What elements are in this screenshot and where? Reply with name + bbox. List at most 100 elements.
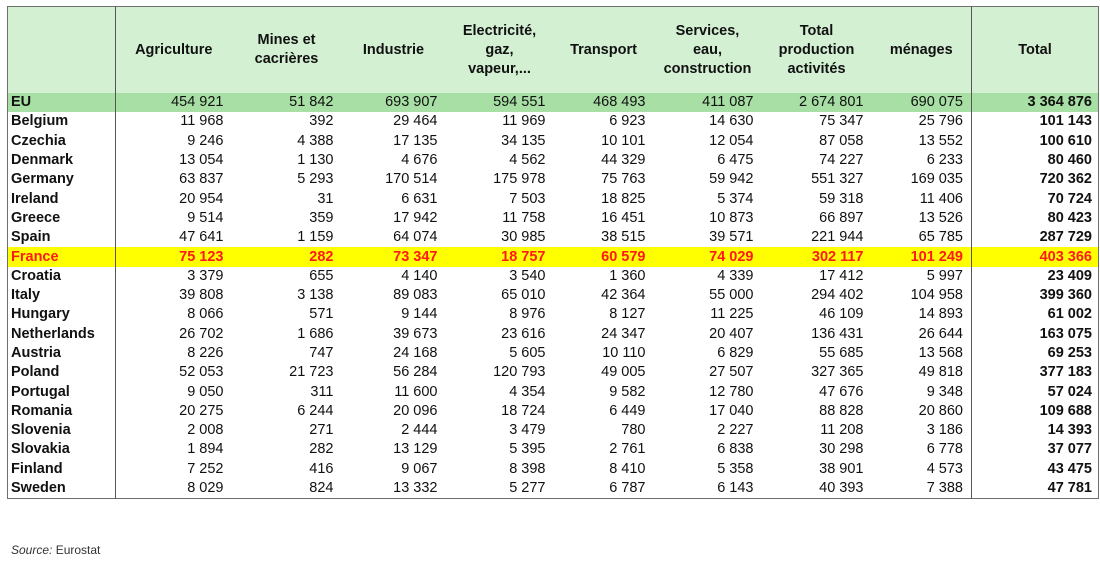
cell-value: 4 562 [509,152,546,169]
cell-value: 49 005 [601,364,646,381]
cell-value: 468 493 [553,93,654,113]
cell-value: 551 327 [811,171,864,188]
cell-value: 8 976 [509,306,546,323]
column-header-line: Mines et [257,32,316,48]
country-name: Croatia [7,266,116,286]
cell-value: 38 901 [819,460,864,477]
cell-value: 9 246 [187,132,224,149]
column-header-line: Agriculture [135,41,213,58]
cell-value: 9 144 [401,306,438,323]
table-row: France 75 123 282 73 347 18 757 60 579 74 029 3… [7,247,1099,267]
cell-value: 780 [621,422,646,439]
cell-value: 5 374 [717,190,754,207]
cell-value: 51 842 [231,93,342,113]
table-row: Portugal 9 050 311 11 600 4 354 9 582 12 780 47… [7,382,1099,402]
cell-value: 5 395 [509,441,546,458]
column-header-line: Total [799,22,834,39]
cell-value: 39 673 [393,325,438,342]
row-total: 3 364 876 [971,93,1099,113]
cell-value: 1 894 [187,441,224,458]
cell-value: 25 796 [918,113,963,130]
cell-value: 3 479 [509,422,546,439]
cell-value: 21 723 [289,364,334,381]
country-name: Romania [7,401,116,422]
cell-value: 59 942 [709,171,754,188]
source-label: Source: [11,543,53,557]
cell-value: 88 828 [819,402,864,419]
country-name: EU [7,93,116,113]
country-name: Finland [7,459,116,479]
cell-value: 13 552 [918,132,963,149]
cell-value: 17 135 [393,132,438,149]
table-row: Austria 8 226 747 24 168 5 605 10 110 6 829 55 … [7,343,1099,364]
country-name: Greece [7,208,116,229]
column-header: ménages [871,6,972,93]
cell-value: 282 [231,247,342,267]
cell-value: 12 054 [709,132,754,149]
cell-value: 9 067 [401,460,438,477]
cell-value: 10 101 [601,132,646,149]
cell-value: 5 277 [509,480,546,497]
row-total: 287 729 [971,228,1099,248]
cell-value: 64 074 [393,229,438,246]
cell-value: 13 332 [393,480,438,497]
cell-value: 13 526 [918,209,963,226]
column-header-line: Transport [570,41,637,58]
cell-value: 17 412 [819,267,864,284]
cell-value: 392 [309,113,334,130]
cell-value: 52 053 [179,364,224,381]
country-name: France [7,247,116,267]
cell-value: 6 787 [609,480,646,497]
cell-value: 2 444 [401,422,438,439]
cell-value: 24 347 [601,325,646,342]
cell-value: 8 029 [187,480,224,497]
cell-value: 271 [309,422,334,439]
country-name: Belgium [7,112,116,132]
cell-value: 2 674 801 [761,93,872,113]
cell-value: 11 968 [180,113,224,130]
cell-value: 8 410 [609,460,646,477]
cell-value: 74 029 [653,247,762,267]
row-total: 399 360 [971,285,1099,306]
column-header: Industrie [341,6,446,93]
cell-value: 3 540 [509,267,546,284]
cell-value: 18 757 [445,247,554,267]
cell-value: 175 978 [493,171,546,188]
source-text: Eurostat [55,543,101,557]
cell-value: 655 [309,267,334,284]
column-header-line: Electricité, [462,22,537,39]
cell-value: 56 284 [393,364,438,381]
cell-value: 571 [309,306,334,323]
column-header-line: cacrières [254,51,319,67]
cell-value: 7 503 [509,190,546,207]
cell-value: 6 475 [717,152,754,169]
cell-value: 14 630 [709,113,754,130]
cell-value: 30 985 [501,229,546,246]
cell-value: 75 763 [601,171,646,188]
cell-value: 1 686 [297,325,334,342]
cell-value: 46 109 [819,306,864,323]
source-note: Source: Eurostat [11,543,100,557]
column-header: Services, eau, construction [653,6,762,93]
cell-value: 12 780 [709,383,754,400]
column-header-line: production [778,41,855,58]
row-total: 61 002 [971,305,1099,325]
row-total: 70 724 [971,189,1099,209]
cell-value: 747 [309,345,334,361]
cell-value: 594 551 [445,93,554,113]
cell-value: 2 761 [609,441,646,458]
column-header-line: activités [787,60,846,77]
cell-value: 824 [309,480,334,497]
cell-value: 11 225 [710,306,754,323]
country-name: Germany [7,170,116,190]
cell-value: 4 140 [401,267,438,284]
cell-value: 75 123 [115,247,232,267]
cell-value: 120 793 [493,364,546,381]
cell-value: 11 600 [394,383,438,400]
cell-value: 20 096 [393,402,438,419]
cell-value: 65 785 [918,229,963,246]
cell-value: 693 907 [341,93,446,113]
cell-value: 4 573 [926,460,963,477]
cell-value: 87 058 [819,132,864,149]
column-header: Transport [553,6,654,93]
